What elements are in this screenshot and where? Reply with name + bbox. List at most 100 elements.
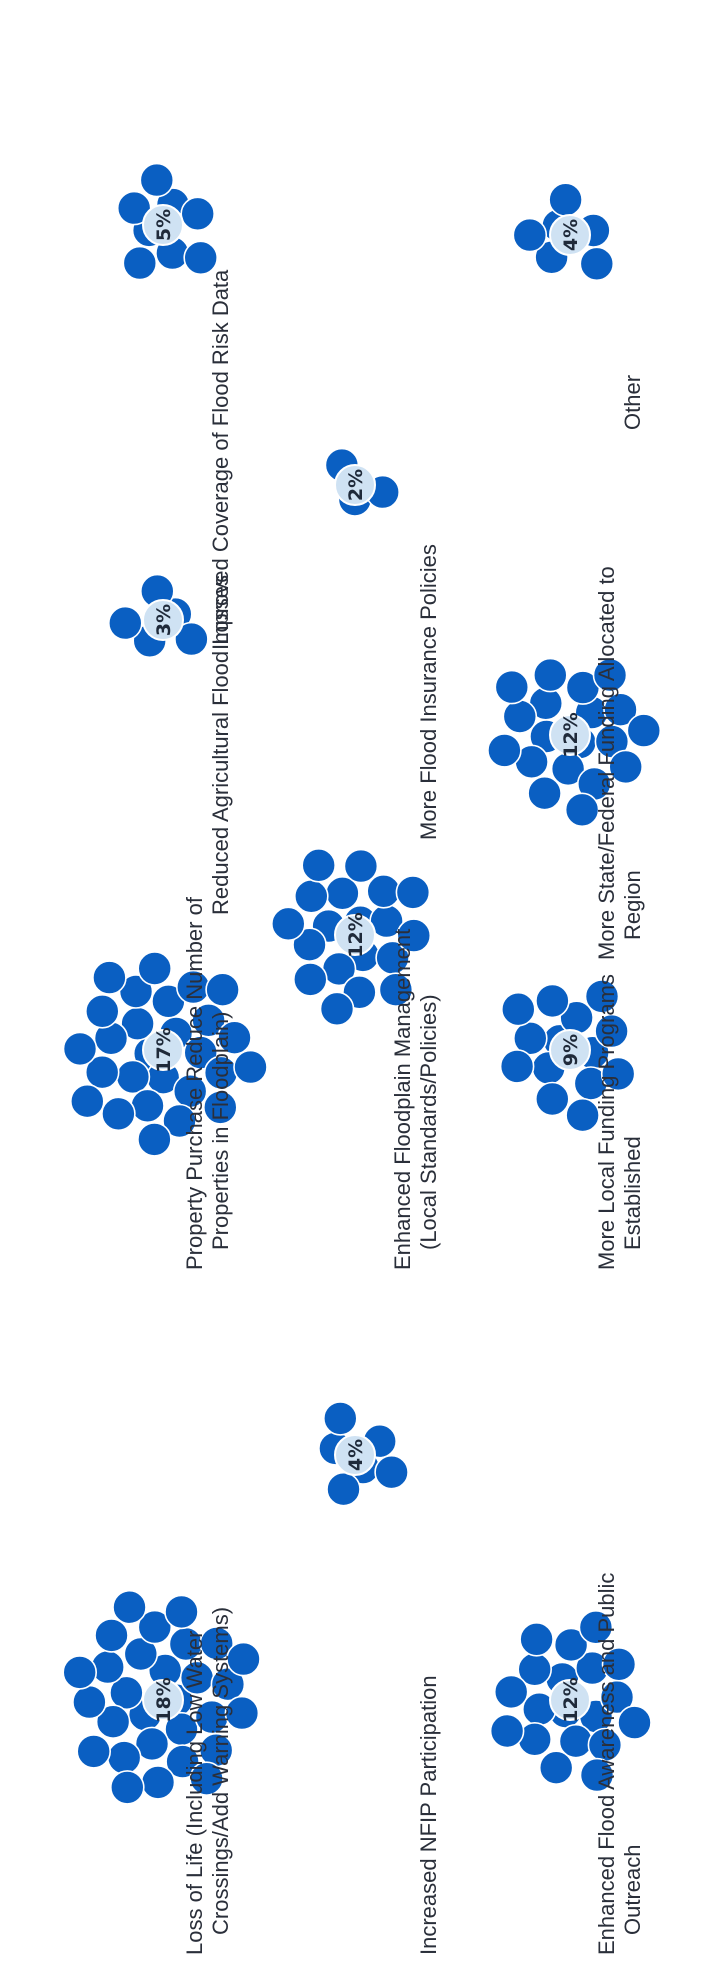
percent-label: 2% — [345, 469, 367, 501]
bubble — [534, 1081, 570, 1117]
bubble — [579, 246, 615, 282]
bubble — [594, 1013, 629, 1049]
bubble — [502, 699, 538, 734]
bubble — [203, 1090, 238, 1125]
percent-label: 17% — [153, 1027, 175, 1072]
percent-label: 12% — [560, 1677, 582, 1722]
bubble — [535, 983, 570, 1019]
bubble — [500, 991, 536, 1027]
percent-badge-circle — [142, 204, 184, 246]
bubble — [110, 1770, 145, 1805]
bubble — [499, 1049, 535, 1084]
bubble — [134, 1726, 170, 1762]
bubble — [85, 993, 120, 1029]
bubble — [130, 1088, 165, 1124]
bubble — [578, 1610, 614, 1645]
bubble — [76, 1734, 111, 1769]
bubble — [395, 875, 431, 910]
bubble — [579, 1757, 615, 1793]
category-label-line: Other — [620, 375, 645, 430]
percent-label: 4% — [560, 219, 582, 251]
bubble — [538, 1750, 574, 1785]
bubble — [270, 906, 306, 942]
bubble — [512, 217, 548, 253]
percent-badge-circle — [334, 464, 376, 506]
bubble — [564, 792, 600, 828]
percent-label: 12% — [345, 912, 367, 957]
category-label: Enhanced Flood Awareness and Public Outre… — [594, 1573, 645, 1955]
percent-badge: 9% — [549, 1029, 591, 1071]
percent-badge-circle — [549, 714, 591, 756]
bubble — [608, 749, 644, 785]
bubble — [519, 1622, 554, 1657]
category-label-line: More State/Federal Funding Allocated to — [594, 566, 619, 960]
category-label: More State/Federal Funding Allocated to R… — [594, 566, 645, 960]
bubble — [292, 962, 328, 997]
bubble — [191, 1002, 226, 1038]
category-label-line: Established — [620, 1136, 645, 1250]
bubble — [180, 196, 215, 232]
percent-label: 12% — [560, 712, 582, 757]
bubble — [600, 1056, 636, 1092]
category-label: More Flood Insurance Policies — [416, 544, 441, 840]
category-label: Loss of Life (Including Low Water Crossin… — [182, 1607, 233, 1955]
percent-badge: 12% — [549, 712, 591, 758]
bubble — [174, 621, 209, 657]
bubble — [366, 873, 402, 909]
bubble — [301, 847, 337, 883]
bubble — [487, 733, 522, 768]
cluster-8: 12% — [487, 657, 662, 828]
category-label: Improved Coverage of Flood Risk Data — [208, 269, 233, 650]
bubble — [115, 1059, 151, 1095]
bubble — [112, 1589, 147, 1625]
bubble — [205, 972, 240, 1008]
category-label-line: Improved Coverage of Flood Risk Data — [208, 269, 233, 650]
bubble — [584, 979, 620, 1014]
bubble — [565, 1097, 600, 1133]
percent-badge: 3% — [142, 599, 184, 641]
bubble — [210, 1666, 246, 1702]
percent-label: 5% — [153, 209, 175, 241]
bubble — [84, 1054, 120, 1090]
cluster-4: 17% — [62, 951, 268, 1157]
percent-badge-circle — [549, 1029, 591, 1071]
percent-label: 4% — [345, 1439, 367, 1471]
bubble — [162, 1103, 197, 1139]
bubble — [137, 951, 172, 986]
category-label-line: Crossings/Add Warning Systems) — [208, 1607, 233, 1935]
percent-label: 18% — [153, 1677, 175, 1722]
bubble — [122, 245, 158, 281]
bubble — [493, 1674, 529, 1710]
percent-badge: 4% — [549, 214, 591, 256]
bubble — [94, 1618, 129, 1653]
bubble — [322, 1401, 358, 1436]
cluster-11: 4% — [512, 182, 615, 282]
bubble — [217, 1020, 252, 1055]
cluster-6: 12% — [270, 847, 432, 1027]
category-label: Other — [620, 375, 645, 430]
bubble — [233, 1049, 268, 1085]
bubble — [183, 240, 218, 276]
bubble — [189, 1761, 224, 1796]
category-label-line: Properties in Floodplain) — [208, 1012, 233, 1250]
percent-badge-circle — [549, 1679, 591, 1721]
percent-badge-circle — [142, 599, 184, 641]
cluster-1: 18% — [62, 1589, 261, 1805]
bubble — [396, 918, 432, 953]
bubble — [62, 1655, 97, 1690]
percent-badge: 18% — [142, 1677, 184, 1723]
bubble — [139, 162, 175, 198]
bubble — [601, 1647, 637, 1682]
category-label-line: (Local Standards/Policies) — [416, 994, 441, 1250]
category-label: Increased NFIP Participation — [416, 1675, 441, 1955]
category-label: Property Purchase Reduce Number of Proper… — [182, 896, 233, 1270]
category-label-line: Enhanced Floodplain Management — [390, 929, 415, 1270]
category-label: More Local Funding Programs Established — [594, 974, 645, 1270]
bubble — [95, 1704, 131, 1739]
category-label-line: Reduced Agricultural Flood Losses — [208, 575, 233, 915]
bubble — [292, 927, 327, 963]
bubble — [92, 960, 127, 995]
bubble — [109, 1675, 144, 1711]
percent-badge-circle — [142, 1679, 184, 1721]
